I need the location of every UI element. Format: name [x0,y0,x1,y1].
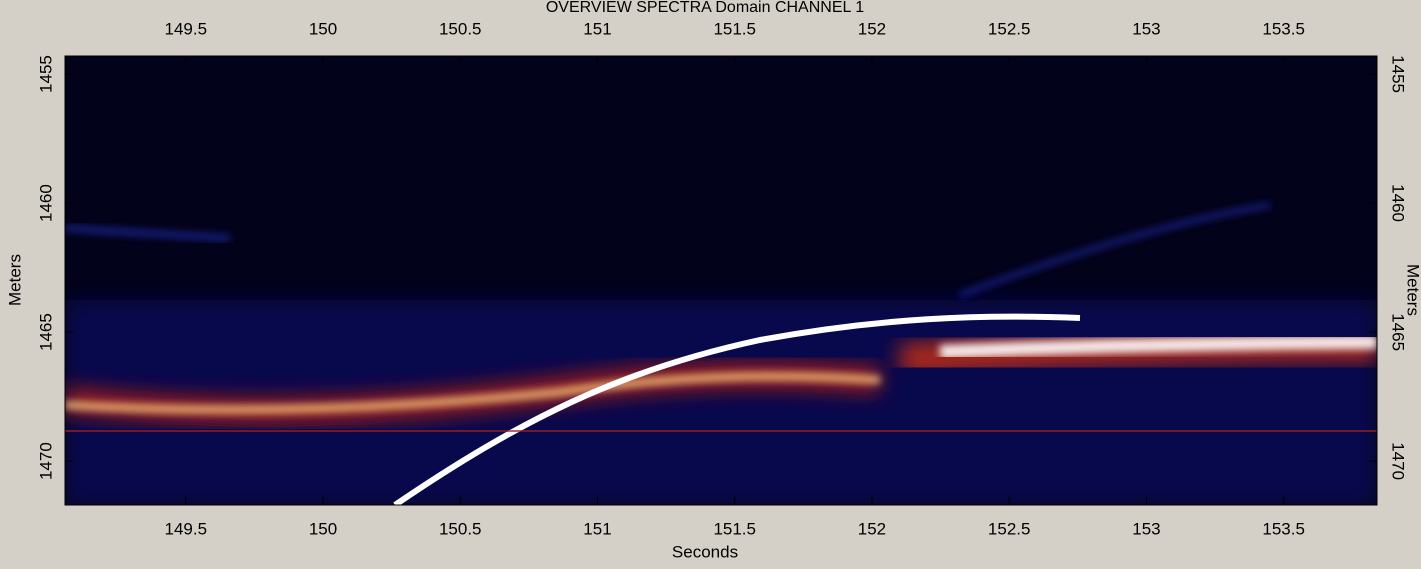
x-tick-label: 151 [583,519,611,538]
y2-tick-label: 1470 [1389,442,1408,480]
spectrogram-image [65,56,1377,505]
x-top-tick-label: 150.5 [439,19,482,38]
x-top-tick-label: 151.5 [713,19,756,38]
y-tick-label: 1460 [36,184,55,222]
y2-tick-label: 1465 [1389,313,1408,351]
x-axis-label: Seconds [672,542,738,561]
x-tick-label: 151.5 [713,519,756,538]
y2-tick-label: 1460 [1389,184,1408,222]
y2-axis-label: Meters [1404,264,1421,316]
x-top-tick-label: 152.5 [988,19,1031,38]
y2-tick-label: 1455 [1389,55,1408,93]
x-top-tick-label: 152 [858,19,886,38]
y-axis-label: Meters [5,254,24,306]
x-top-tick-label: 150 [309,19,337,38]
x-tick-label: 153.5 [1262,519,1305,538]
chart-title: OVERVIEW SPECTRA Domain CHANNEL 1 [546,0,864,16]
y-tick-label: 1470 [36,442,55,480]
y-tick-label: 1465 [36,313,55,351]
x-tick-label: 149.5 [164,519,207,538]
x-tick-label: 150.5 [439,519,482,538]
x-tick-label: 152.5 [988,519,1031,538]
x-tick-label: 150 [309,519,337,538]
x-top-tick-label: 153.5 [1262,19,1305,38]
x-tick-label: 152 [858,519,886,538]
x-top-tick-label: 153 [1132,19,1160,38]
page: OVERVIEW SPECTRA Domain CHANNEL 1 Second… [0,0,1421,569]
x-top-tick-label: 149.5 [164,19,207,38]
y-tick-label: 1455 [36,55,55,93]
chart: OVERVIEW SPECTRA Domain CHANNEL 1 Second… [0,0,1421,569]
x-tick-label: 153 [1132,519,1160,538]
x-top-tick-label: 151 [583,19,611,38]
